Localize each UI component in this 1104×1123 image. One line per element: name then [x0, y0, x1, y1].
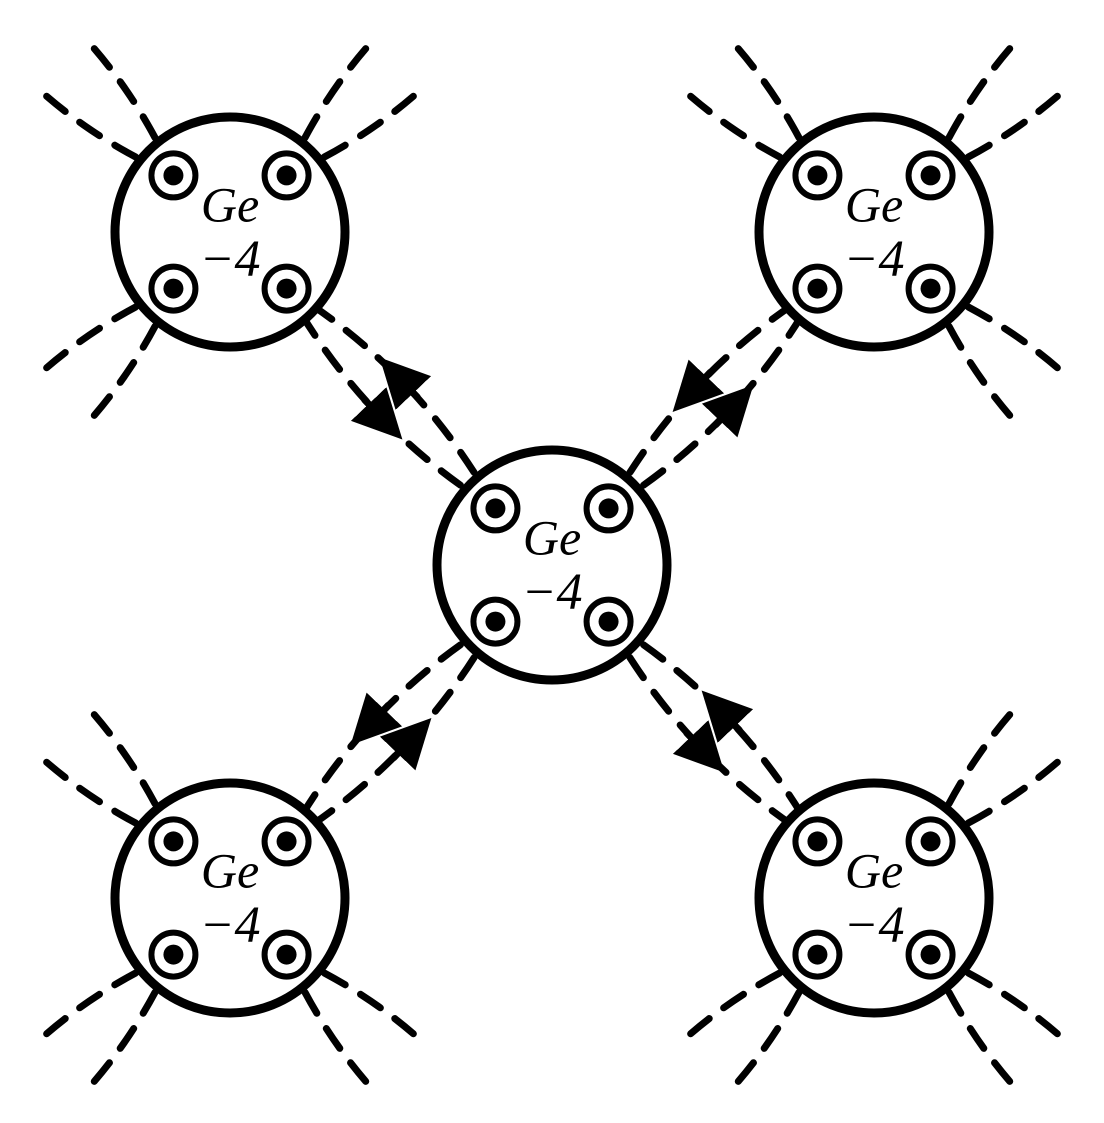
electron-dot [163, 165, 183, 185]
bond-curve [609, 622, 818, 842]
bond-curve [609, 622, 818, 842]
atom-label-symbol: Ge [201, 842, 259, 898]
electron-dot [807, 945, 827, 965]
atom-label-symbol: Ge [845, 176, 903, 232]
bond-curve [287, 622, 496, 842]
atom-label-charge: −4 [843, 231, 904, 288]
electron-dot [163, 945, 183, 965]
bond-curve [287, 622, 496, 842]
atom-label-symbol: Ge [845, 842, 903, 898]
bond-arrow [364, 705, 389, 731]
electron-dot [485, 612, 505, 632]
atom-label-symbol: Ge [201, 176, 259, 232]
electron-dot [807, 831, 827, 851]
electron-dot [921, 279, 941, 299]
bond-arrow [715, 399, 740, 425]
electron-dot [807, 279, 827, 299]
bond-curve [609, 289, 818, 509]
electron-dot [599, 612, 619, 632]
bond-arrow [686, 372, 711, 398]
electron-dot [921, 165, 941, 185]
bond-curve [609, 289, 818, 509]
bond-arrow [393, 372, 418, 398]
atom-label-charge: −4 [199, 897, 260, 954]
electron-dot [163, 831, 183, 851]
electron-dot [163, 279, 183, 299]
electron-dot [277, 831, 297, 851]
bond-curve [287, 289, 496, 509]
electron-dot [921, 831, 941, 851]
atom-label-symbol: Ge [523, 509, 581, 565]
lattice-diagram: Ge−4Ge−4Ge−4Ge−4Ge−4 [0, 0, 1104, 1123]
electron-dot [599, 498, 619, 518]
bond-curve [287, 289, 496, 509]
bond-arrow [364, 399, 389, 425]
bond-arrow [686, 732, 711, 758]
bond-arrow [715, 705, 740, 731]
atom-label-charge: −4 [199, 231, 260, 288]
atom-label-charge: −4 [521, 564, 582, 621]
electron-dot [485, 498, 505, 518]
bond-arrow [393, 732, 418, 758]
electron-dot [921, 945, 941, 965]
electron-dot [277, 165, 297, 185]
electron-dot [277, 279, 297, 299]
atom-label-charge: −4 [843, 897, 904, 954]
electron-dot [807, 165, 827, 185]
electron-dot [277, 945, 297, 965]
